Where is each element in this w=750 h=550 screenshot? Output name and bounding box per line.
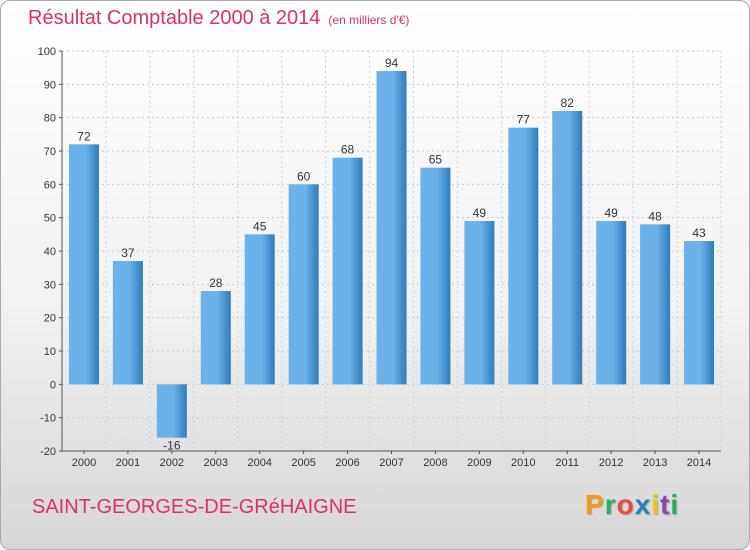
x-tick-label: 2008 <box>423 457 447 469</box>
y-tick-label: -10 <box>40 413 56 425</box>
value-label-2003: 28 <box>209 276 223 290</box>
logo-letter: t <box>660 489 671 520</box>
value-label-2010: 77 <box>517 113 531 127</box>
value-label-2008: 65 <box>429 153 443 167</box>
y-tick-label: 90 <box>44 79 56 91</box>
x-tick-label: 2004 <box>247 457 271 469</box>
x-tick-label: 2003 <box>204 457 228 469</box>
bar-2012 <box>596 221 627 385</box>
bar-2011 <box>552 111 583 385</box>
x-tick-label: 2006 <box>335 457 359 469</box>
bar-2013 <box>640 224 671 385</box>
proxiti-logo: Proxiti <box>585 489 679 521</box>
y-tick-label: 60 <box>44 179 56 191</box>
y-tick-label: 100 <box>38 46 56 58</box>
value-label-2000: 72 <box>77 129 91 143</box>
value-label-2011: 82 <box>561 96 575 110</box>
bar-2004 <box>244 234 275 385</box>
x-tick-label: 2005 <box>291 457 315 469</box>
logo-letter: P <box>585 489 605 520</box>
x-tick-label: 2011 <box>555 457 579 469</box>
logo-letter: i <box>670 489 680 520</box>
chart-title: Résultat Comptable 2000 à 2014 (en millie… <box>28 7 409 30</box>
value-label-2001: 37 <box>121 246 135 260</box>
logo-letter: r <box>604 489 617 520</box>
bar-2008 <box>420 167 451 385</box>
bars <box>68 71 715 438</box>
x-tick-labels: 2000 2001 2002 2003 2004 2005 2006 2007 2008 2009… <box>72 457 712 469</box>
value-label-2006: 68 <box>341 143 355 157</box>
value-label-2002: -16 <box>163 439 181 453</box>
bar-2005 <box>288 184 319 385</box>
x-tick-label: 2000 <box>72 457 96 469</box>
bar-2001 <box>112 261 143 385</box>
chart-unit: (en milliers d'€) <box>328 13 410 27</box>
y-tick-label: 70 <box>44 146 56 158</box>
bar-2007 <box>376 71 407 385</box>
x-tick-label: 2002 <box>160 457 184 469</box>
value-labels: 72 37 -16 28 45 60 68 94 65 49 77 82 49 48 43 <box>77 56 706 453</box>
y-tick-label: 40 <box>44 246 56 258</box>
value-label-2004: 45 <box>253 219 267 233</box>
bar-2010 <box>508 127 539 385</box>
x-tick-label: 2009 <box>467 457 491 469</box>
axes <box>59 50 721 454</box>
chart-title-text: Résultat Comptable 2000 à 2014 <box>28 7 321 29</box>
value-label-2009: 49 <box>473 206 487 220</box>
y-tick-label: 30 <box>44 279 56 291</box>
logo-letter: o <box>616 489 635 520</box>
y-tick-label: 0 <box>50 379 56 391</box>
x-tick-label: 2001 <box>116 457 140 469</box>
bar-2000 <box>68 144 99 385</box>
x-tick-label: 2010 <box>511 457 535 469</box>
y-tick-label: 50 <box>44 213 56 225</box>
x-tick-label: 2014 <box>687 457 711 469</box>
y-tick-label: -20 <box>40 446 56 458</box>
value-label-2013: 48 <box>648 209 662 223</box>
y-tick-label: 10 <box>44 346 56 358</box>
logo-letter: i <box>651 489 661 520</box>
y-tick-label: 80 <box>44 113 56 125</box>
grid-lines <box>61 50 722 452</box>
logo-letter: x <box>634 489 652 520</box>
value-label-2007: 94 <box>385 56 399 70</box>
value-label-2012: 49 <box>604 206 618 220</box>
value-label-2005: 60 <box>297 169 311 183</box>
x-tick-label: 2012 <box>599 457 623 469</box>
y-tick-label: 20 <box>44 313 56 325</box>
value-label-2014: 43 <box>692 226 706 240</box>
commune-name: SAINT-GEORGES-DE-GRéHAIGNE <box>32 496 357 518</box>
bar-2009 <box>464 221 495 385</box>
x-tick-label: 2007 <box>379 457 403 469</box>
bar-2014 <box>684 241 715 385</box>
bar-2002 <box>156 384 187 438</box>
x-tick-label: 2013 <box>643 457 667 469</box>
bar-2003 <box>200 291 231 385</box>
bar-2006 <box>332 157 363 385</box>
